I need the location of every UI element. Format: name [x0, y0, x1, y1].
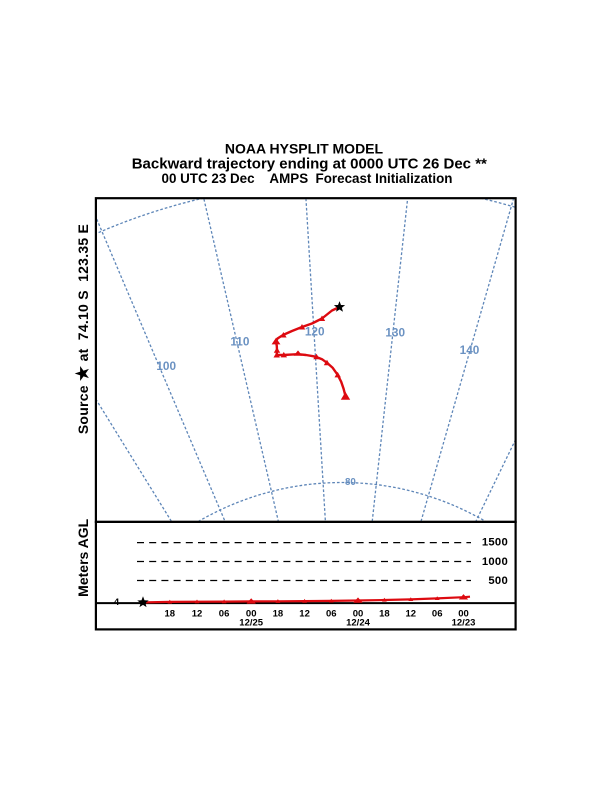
svg-text:18: 18: [273, 608, 284, 619]
svg-text:80: 80: [345, 477, 356, 488]
svg-text:12/24: 12/24: [346, 618, 370, 629]
svg-text:12: 12: [299, 608, 310, 619]
svg-text:06: 06: [219, 608, 230, 619]
svg-text:Meters AGL: Meters AGL: [75, 518, 91, 597]
svg-text:130: 130: [385, 325, 405, 339]
svg-text:06: 06: [432, 608, 443, 619]
svg-text:12: 12: [406, 608, 417, 619]
svg-text:Source ★ at 74.10 S 123.35 E: Source ★ at 74.10 S 123.35 E: [73, 224, 92, 434]
svg-text:18: 18: [379, 608, 390, 619]
svg-text:18: 18: [165, 608, 176, 619]
svg-text:12/23: 12/23: [452, 618, 476, 629]
svg-text:120: 120: [305, 325, 325, 339]
svg-text:110: 110: [230, 334, 249, 348]
svg-text:00: 00: [353, 608, 364, 619]
svg-text:1000: 1000: [482, 556, 508, 568]
svg-text:4: 4: [114, 597, 120, 608]
svg-text:00: 00: [458, 608, 469, 619]
svg-text:00: 00: [246, 608, 257, 619]
svg-text:12/25: 12/25: [239, 618, 263, 629]
svg-text:1500: 1500: [482, 537, 508, 549]
svg-text:500: 500: [488, 575, 508, 587]
svg-text:NOAA HYSPLIT MODEL: NOAA HYSPLIT MODEL: [225, 140, 384, 156]
svg-text:00 UTC 23 Dec AMPS Forecas: 00 UTC 23 Dec AMPS Forecast Initializati…: [162, 171, 453, 186]
svg-text:100: 100: [156, 359, 176, 373]
svg-text:06: 06: [326, 608, 337, 619]
svg-text:140: 140: [460, 343, 480, 357]
svg-text:Backward trajectory ending at: Backward trajectory ending at 0000 UTC 2…: [132, 155, 487, 172]
svg-text:12: 12: [192, 608, 203, 619]
